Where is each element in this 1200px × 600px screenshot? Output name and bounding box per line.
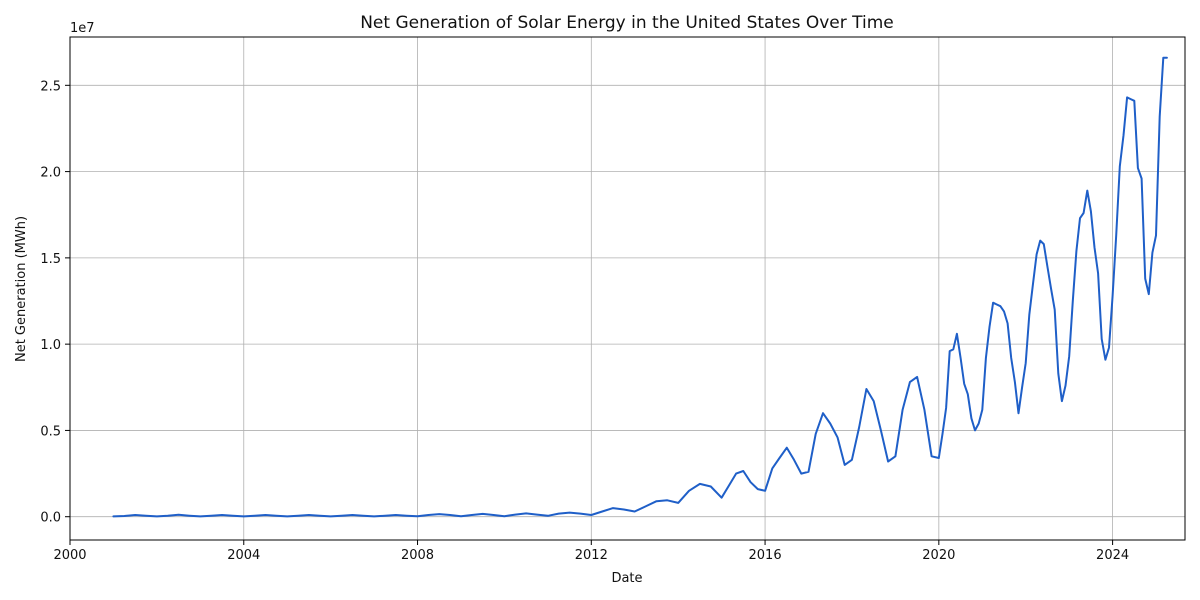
x-tick-label: 2012: [575, 548, 608, 563]
x-tick-label: 2020: [922, 548, 955, 563]
chart-title: Net Generation of Solar Energy in the Un…: [360, 13, 894, 33]
x-tick-label: 2004: [227, 548, 260, 563]
y-tick-label: 0.0: [40, 511, 61, 526]
y-offset-label: 1e7: [70, 21, 95, 36]
x-axis: 2000 2004 2008 2012 2016 2020 2024: [53, 540, 1129, 563]
x-tick-label: 2024: [1096, 548, 1129, 563]
y-axis-label: Net Generation (MWh): [14, 216, 29, 362]
series-line: [112, 56, 1168, 518]
x-tick-label: 2016: [749, 548, 782, 563]
y-tick-label: 0.5: [40, 424, 61, 439]
gridlines: [69, 37, 1185, 540]
y-tick-label: 1.0: [40, 338, 61, 353]
x-tick-label: 2000: [53, 548, 86, 563]
plot-frame: [69, 36, 1186, 541]
y-tick-label: 2.0: [40, 166, 61, 181]
x-axis-label: Date: [611, 571, 642, 586]
y-tick-label: 1.5: [40, 252, 61, 267]
y-axis: 0.0 0.5 1.0 1.5 2.0 2.5: [40, 79, 70, 526]
y-tick-label: 2.5: [40, 79, 61, 94]
x-tick-label: 2008: [401, 548, 434, 563]
